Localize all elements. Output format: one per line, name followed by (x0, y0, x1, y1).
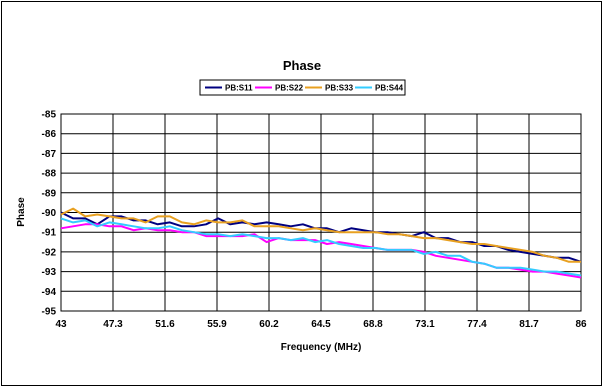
chart-title: Phase (283, 58, 321, 73)
x-tick-label: 51.6 (155, 319, 175, 330)
x-tick-label: 77.4 (467, 319, 487, 330)
x-tick-label: 60.2 (259, 319, 279, 330)
legend-box (199, 79, 406, 96)
legend-label: PB:S22 (275, 84, 304, 93)
series-line-pb-s44 (60, 217, 582, 277)
y-axis-title: Phase (16, 197, 27, 227)
legend-label: PB:S44 (375, 84, 404, 93)
y-tick-label: -89 (42, 188, 57, 199)
y-tick-label: -90 (42, 208, 57, 219)
y-tick-label: -92 (42, 247, 57, 258)
legend-label: PB:S33 (325, 84, 354, 93)
y-tick-label: -87 (42, 149, 57, 160)
y-tick-label: -91 (42, 228, 57, 239)
y-tick-label: -86 (42, 129, 57, 140)
legend-label: PB:S11 (225, 84, 253, 93)
y-tick-label: -94 (42, 287, 57, 298)
series-line-pb-s33 (60, 207, 581, 263)
series-layer (60, 207, 582, 279)
y-tick-labels: -85 -86 -87 -88 -89 -90 -91 -92 -93 -94 -95 (42, 110, 57, 318)
x-tick-label: 73.1 (415, 319, 435, 330)
x-tick-label: 43 (55, 319, 67, 330)
y-tick-label: -95 (42, 307, 57, 318)
grid-lines (61, 114, 581, 311)
x-tick-label: 47.3 (103, 319, 123, 330)
y-tick-label: -88 (42, 169, 57, 180)
y-tick-label: -93 (42, 267, 57, 278)
x-tick-label: 55.9 (207, 319, 227, 330)
legend: PB:S11 PB:S22 PB:S33 PB:S44 (199, 79, 406, 96)
x-tick-label: 86 (575, 319, 587, 330)
x-tick-label: 81.7 (519, 319, 539, 330)
x-tick-label: 68.8 (363, 319, 383, 330)
y-tick-label: -85 (42, 110, 57, 121)
x-tick-label: 64.5 (311, 319, 331, 330)
x-tick-labels: 43 47.3 51.6 55.9 60.2 64.5 68.8 73.1 77.4 81.7 86 (55, 319, 587, 330)
legend-items: PB:S11 PB:S22 PB:S33 PB:S44 (205, 84, 404, 93)
x-axis-title: Frequency (MHz) (281, 342, 362, 353)
